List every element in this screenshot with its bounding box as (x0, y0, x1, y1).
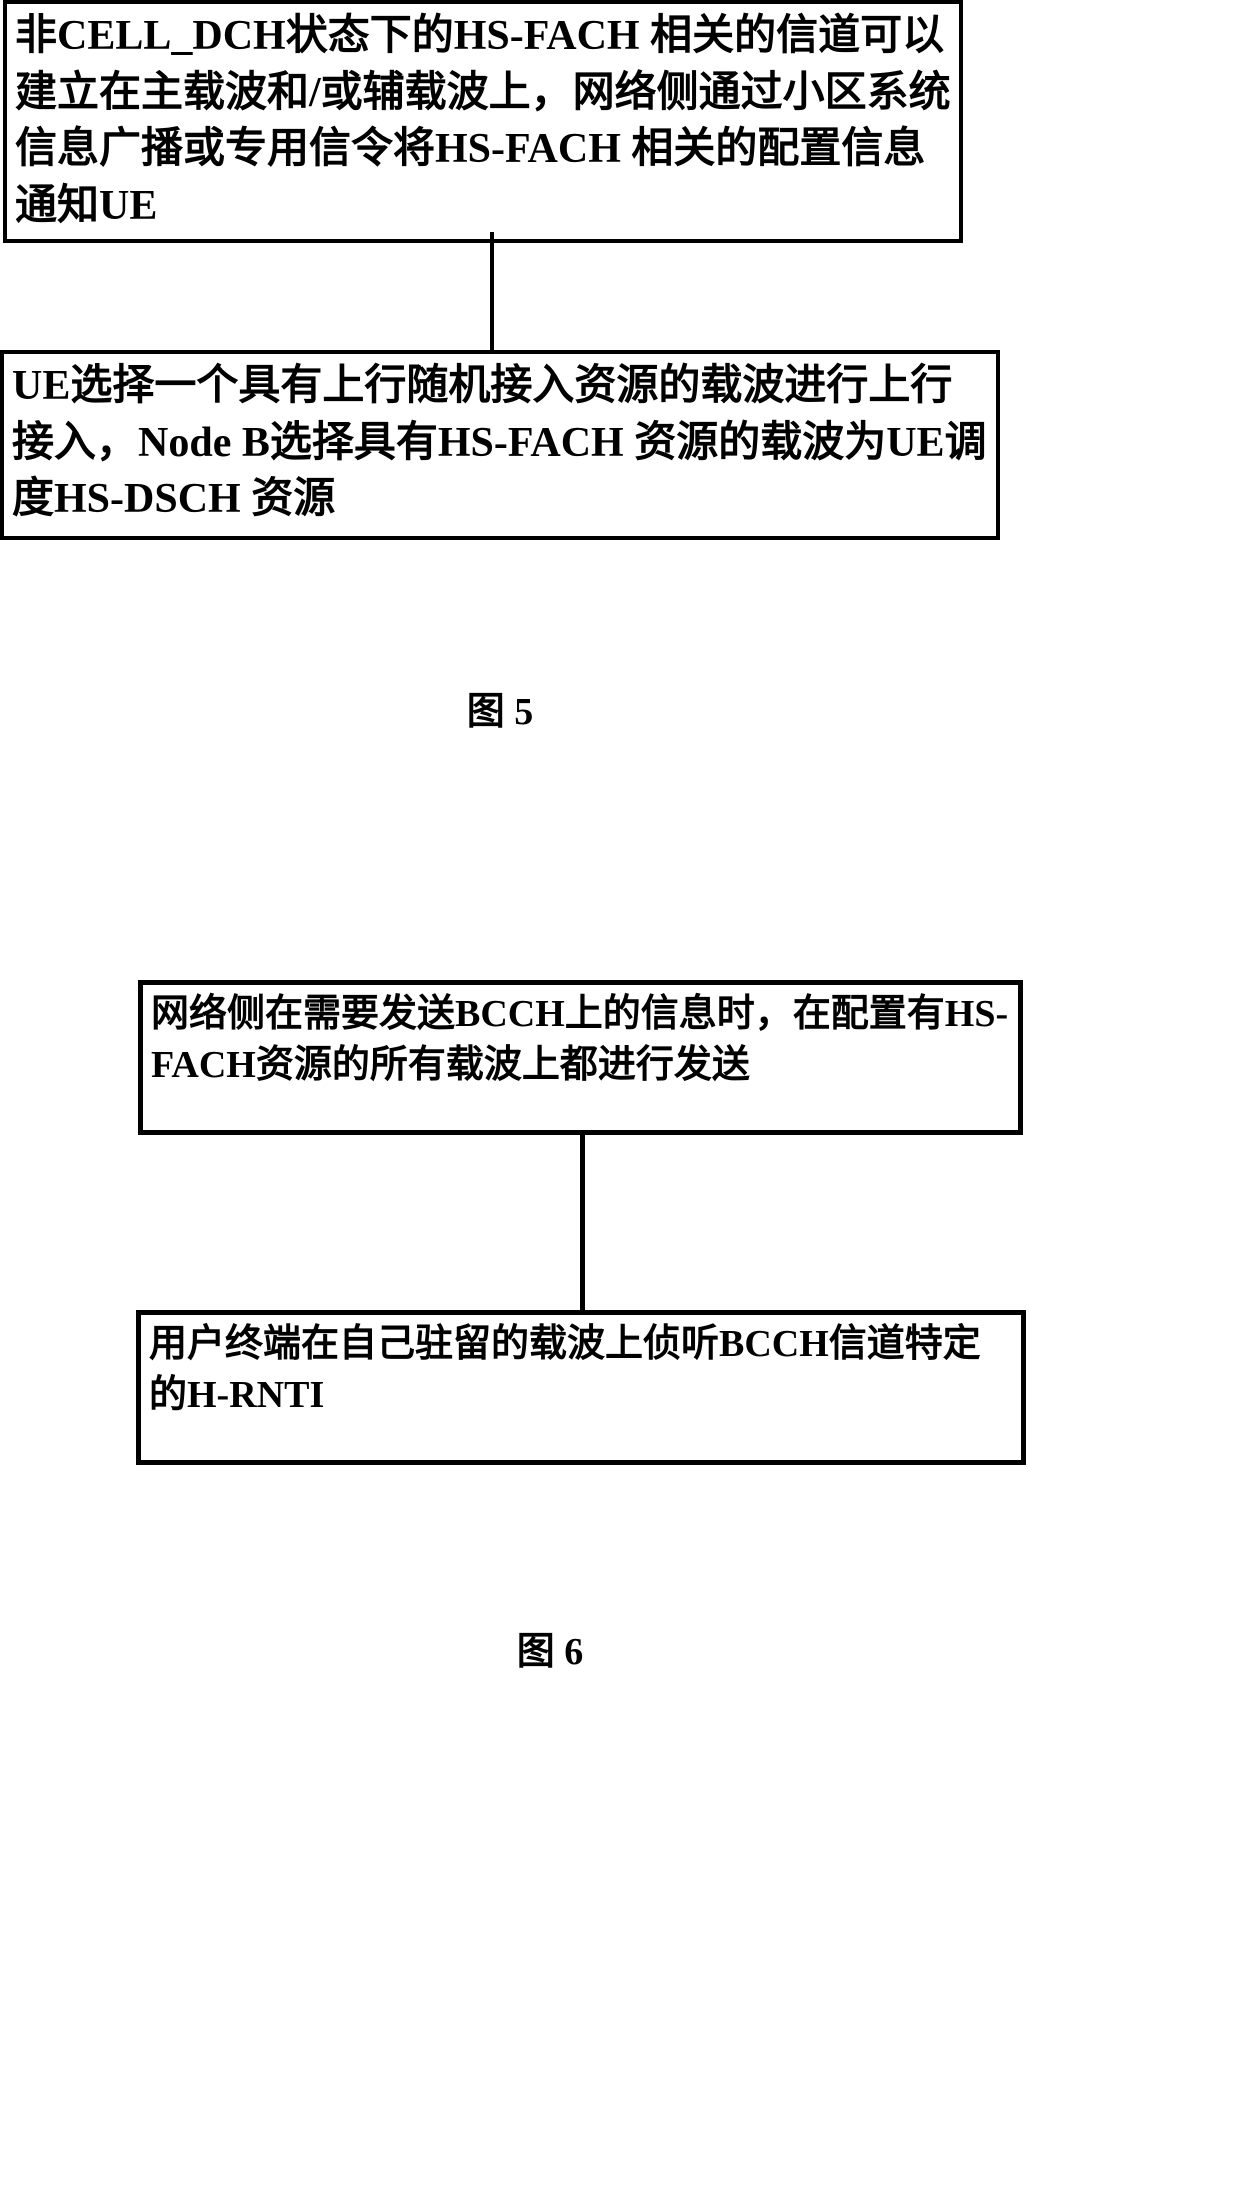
figure-5-label: 图 5 (0, 680, 1000, 735)
fig5-box-1: 非CELL_DCH状态下的HS-FACH 相关的信道可以建立在主载波和/或辅载波… (3, 0, 963, 243)
fig5-connector (490, 232, 494, 350)
fig5-box-2: UE选择一个具有上行随机接入资源的载波进行上行接入，Node B选择具有HS-F… (0, 350, 1000, 540)
fig6-box-1: 网络侧在需要发送BCCH上的信息时，在配置有HS-FACH资源的所有载波上都进行… (138, 980, 1023, 1135)
page: 非CELL_DCH状态下的HS-FACH 相关的信道可以建立在主载波和/或辅载波… (0, 0, 1243, 2208)
figure-6-label: 图 6 (0, 1620, 1100, 1675)
fig6-connector (580, 1135, 585, 1310)
fig6-box-2: 用户终端在自己驻留的载波上侦听BCCH信道特定的H-RNTI (136, 1310, 1026, 1465)
